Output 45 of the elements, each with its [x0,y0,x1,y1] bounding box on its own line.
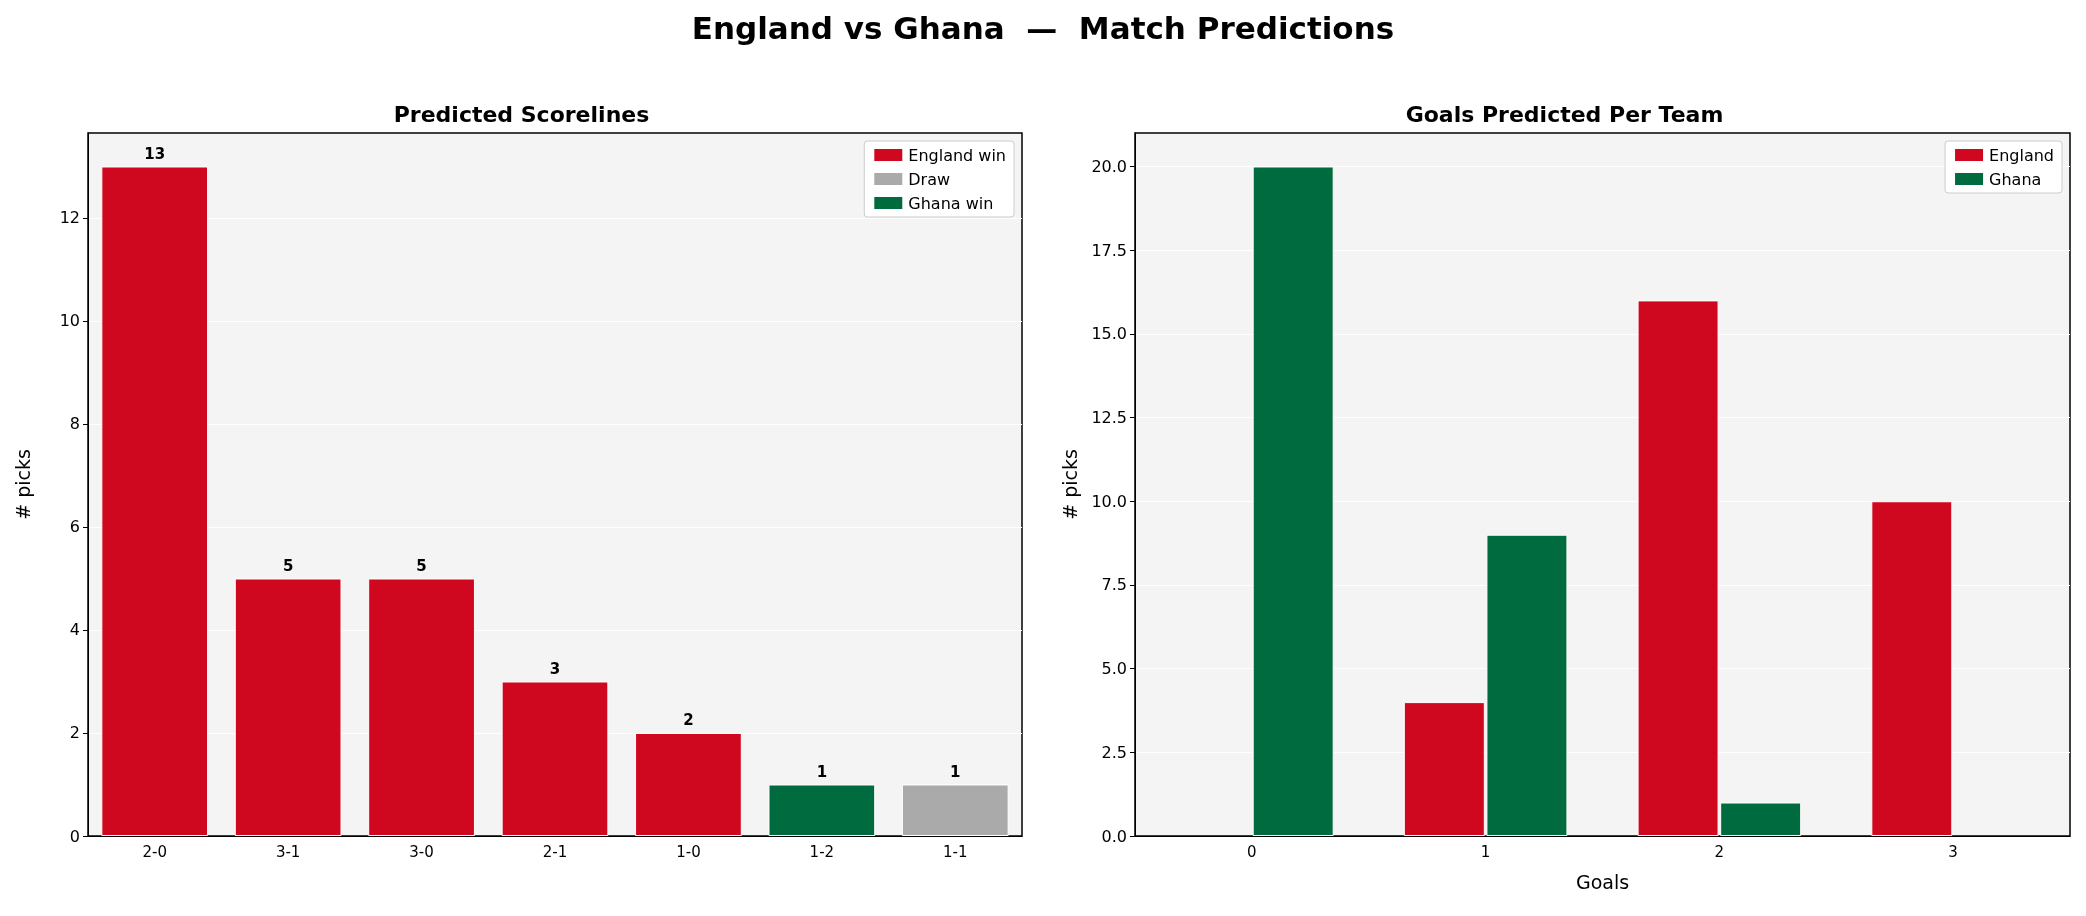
y-tick-label: 10 [59,311,80,331]
y-tick-label: 12 [59,208,80,228]
x-tick-label: 1-0 [676,842,701,861]
legend-label: Ghana [1989,169,2042,189]
data-label: 1 [816,763,828,781]
y-tick-label: 0 [69,826,80,846]
data-label: 13 [144,144,166,163]
y-tick-label: 7.5 [1101,575,1127,595]
y-tick-label: 2.5 [1101,742,1127,762]
x-tick-label: 3-0 [409,842,434,861]
legend-label: England win [908,145,1007,165]
chart-subtitle: Predicted Scorelines [393,101,650,127]
data-label: 3 [549,659,561,678]
y-tick-label: 10.0 [1091,491,1127,511]
x-tick-label: 0 [1247,842,1257,861]
x-tick-label: 3-1 [275,842,301,861]
y-tick-label: 20.0 [1091,156,1127,176]
data-label: 1 [950,763,961,781]
legend-label: Ghana win [908,193,994,213]
y-tick-label: 0.0 [1101,826,1127,846]
chart-title: Goals Predicted Per Team [1405,101,1724,127]
y-tick-label: 2 [69,723,80,743]
legend-label: Draw [908,169,951,189]
y-tick-label: 6 [69,517,80,537]
x-tick-label: 2 [1714,842,1725,861]
y-axis-title: # picks [11,449,34,520]
y-tick-label: 4 [69,620,80,640]
y-tick-label: 5.0 [1101,659,1127,679]
legend-label: England [1989,145,2054,165]
chart-title: England vs Ghana — Match Predictions [690,10,1396,46]
x-tick-label: 1 [1480,842,1491,861]
x-tick-label: 2-1 [542,842,568,861]
data-label: 5 [282,556,294,575]
x-axis-title: Goals [1575,870,1630,893]
y-tick-label: 15.0 [1091,324,1127,344]
y-axis-title: # picks [1058,449,1081,520]
y-tick-label: 12.5 [1091,408,1127,428]
x-tick-label: 1-2 [809,842,835,861]
y-tick-label: 8 [69,414,80,434]
x-tick-label: 2-0 [142,842,167,861]
x-tick-label: 1-1 [943,842,968,861]
y-tick-label: 17.5 [1091,240,1127,260]
x-tick-label: 3 [1948,842,1958,861]
data-label: 2 [683,711,694,730]
data-label: 5 [416,556,427,575]
